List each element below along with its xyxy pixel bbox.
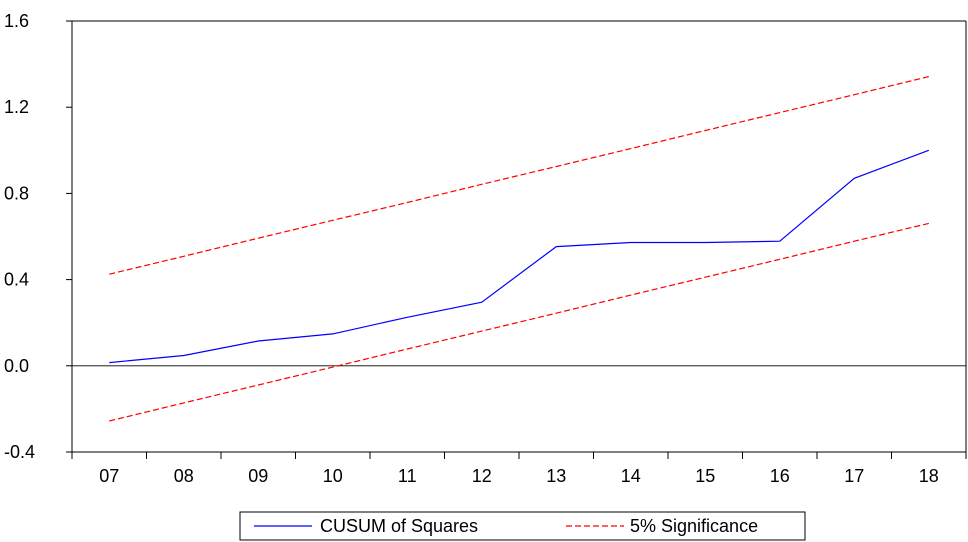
y-tick-label: -0.4: [4, 442, 35, 462]
x-tick-label: 14: [621, 466, 641, 486]
x-tick-label: 18: [919, 466, 939, 486]
legend-item-significance-label: 5% Significance: [630, 516, 758, 536]
legend-box: [239, 511, 806, 541]
y-tick-label: 1.2: [4, 97, 29, 117]
legend: CUSUM of Squares 5% Significance: [239, 511, 806, 541]
series-line-cusum-of-squares: [109, 149, 930, 364]
x-tick-label: 13: [546, 466, 566, 486]
x-tick-label: 07: [99, 466, 119, 486]
x-tick-label: 11: [398, 466, 417, 486]
axes: 1.6 1.2 0.8 0.4 0.0 -0.4 07 08 09 10 11 12 13 14 15 16 1…: [4, 11, 967, 486]
x-tick-label: 15: [695, 466, 715, 486]
y-tick-label: 0.8: [4, 183, 29, 203]
series-line-upper-5pct-bound: [109, 76, 929, 275]
x-tick-label: 12: [472, 466, 492, 486]
x-tick-label: 09: [248, 466, 268, 486]
x-tick-label: 10: [323, 466, 343, 486]
x-tick-label: 08: [174, 466, 194, 486]
legend-item-cusum-label: CUSUM of Squares: [320, 516, 478, 536]
y-tick-label: 0.0: [4, 356, 29, 376]
y-tick-label: 0.4: [4, 270, 29, 290]
series-line-lower-5pct-bound: [109, 222, 929, 422]
x-tick-label: 16: [770, 466, 790, 486]
plot-area: [72, 76, 966, 422]
x-tick-label: 17: [844, 466, 864, 486]
y-tick-label: 1.6: [4, 11, 29, 31]
